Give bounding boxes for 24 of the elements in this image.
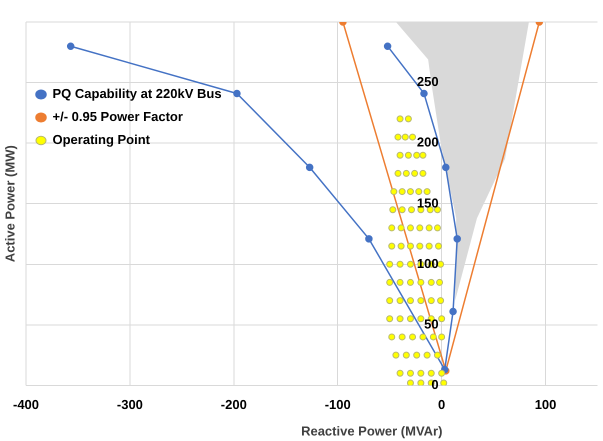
point — [365, 235, 373, 243]
point — [306, 164, 314, 172]
x-tick-label: -100 — [324, 396, 351, 412]
y-tick-label: 200 — [416, 134, 439, 150]
y-tick-label: 150 — [416, 195, 439, 210]
point — [66, 42, 74, 50]
legend-label: Operating Point — [52, 132, 151, 148]
x-axis-title: Reactive Power (MVAr) — [301, 424, 442, 439]
x-tick-label: 100 — [534, 396, 556, 412]
point — [420, 90, 428, 98]
point — [442, 164, 450, 172]
y-axis-title: Active Power (MW) — [2, 145, 18, 262]
point — [453, 235, 461, 243]
point — [384, 42, 392, 50]
point — [233, 90, 241, 98]
y-tick-label: 250 — [416, 74, 439, 90]
y-tick-label: 100 — [416, 256, 439, 271]
x-tick-label: -400 — [12, 396, 40, 412]
x-tick-label: -300 — [116, 396, 143, 412]
legend-label: +/- 0.95 Power Factor — [52, 109, 183, 124]
y-tick-label: 0 — [431, 376, 439, 392]
point — [449, 308, 457, 316]
x-tick-label: -200 — [220, 396, 247, 412]
legend-label: PQ Capability at 220kV Bus — [52, 86, 222, 102]
